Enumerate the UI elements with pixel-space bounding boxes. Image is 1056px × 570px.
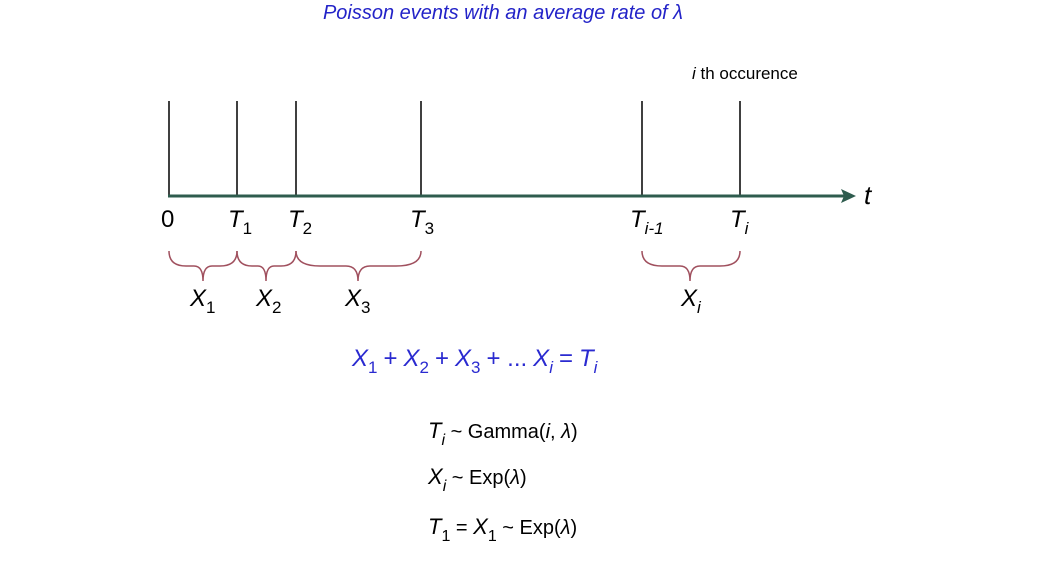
axis-label-t: t [864,180,871,211]
brace-x3 [296,251,421,281]
time-label-ti-1: Ti-1 [630,206,664,234]
sum-equation: X1 + X2 + X3 + ... Xi = Ti [352,345,597,373]
time-label-t2: T2 [288,206,312,234]
time-label-t3: T3 [410,206,434,234]
relation-t1-x1-exp: T1 = X1 ~ Exp(λ) [428,514,577,540]
interval-label-x3: X3 [345,285,370,313]
brace-x2 [237,251,296,281]
brace-x1 [169,251,237,281]
relation-ti-gamma: Ti ~ Gamma(i, λ) [428,418,578,444]
time-label-t1: T1 [228,206,252,234]
time-label-ti: Ti [730,206,748,234]
interval-label-x1: X1 [190,285,215,313]
origin-label: 0 [161,206,174,234]
brace-xi [642,251,740,281]
relation-xi-exp: Xi ~ Exp(λ) [428,464,527,490]
interval-label-xi: Xi [681,285,701,313]
interval-label-x2: X2 [256,285,281,313]
